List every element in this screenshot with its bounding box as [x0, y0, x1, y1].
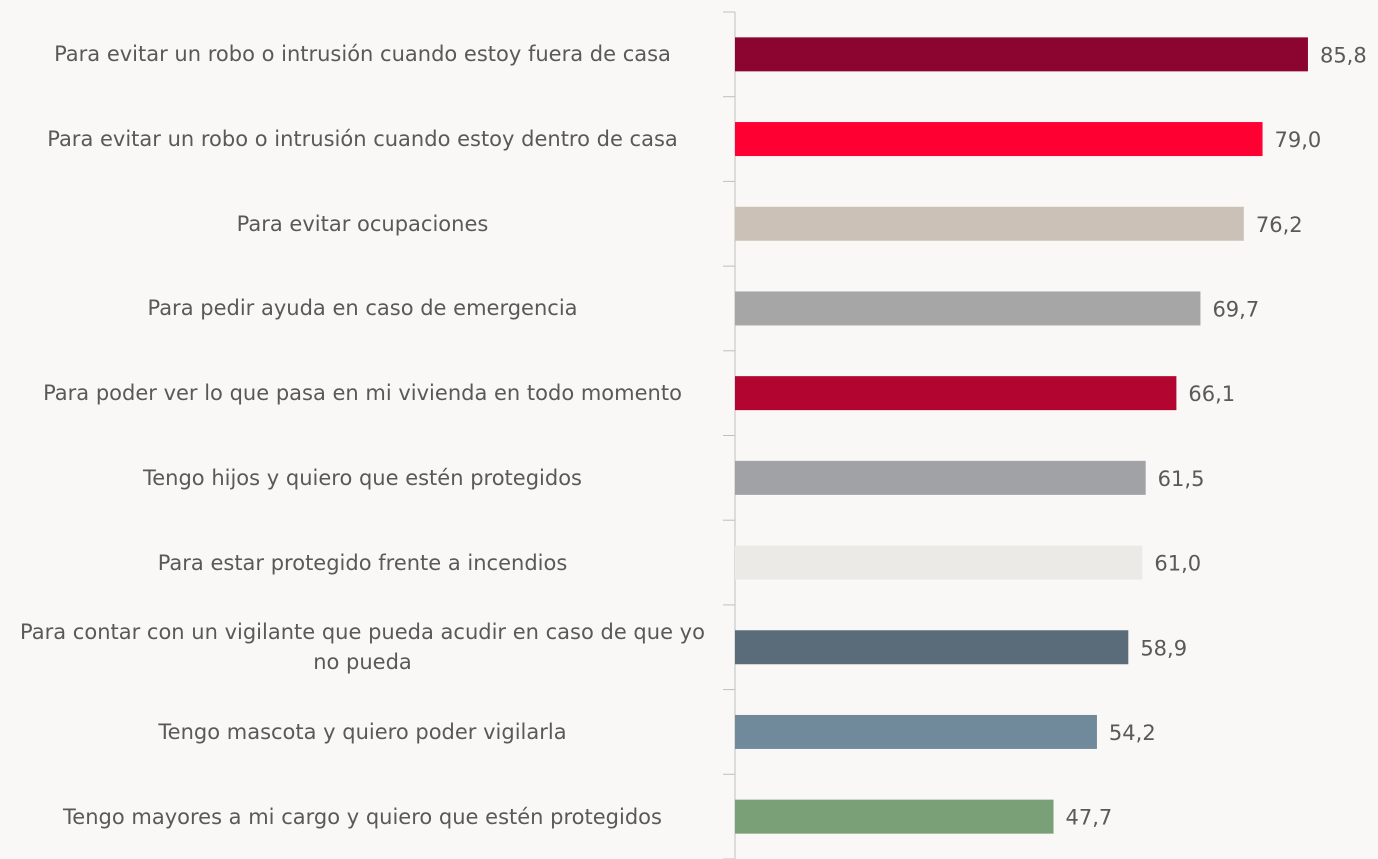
value-label: 76,2: [1256, 213, 1303, 237]
bar: [735, 206, 1244, 241]
category-label: Para evitar ocupaciones: [236, 211, 489, 236]
value-label: 47,7: [1066, 806, 1113, 830]
value-label: 69,7: [1212, 297, 1259, 321]
category-label: Para pedir ayuda en caso de emergencia: [147, 296, 578, 321]
bar: [735, 122, 1263, 157]
value-label: 61,5: [1158, 467, 1205, 491]
bar: [735, 460, 1146, 495]
bar: [735, 799, 1054, 834]
value-label: 54,2: [1109, 721, 1156, 745]
value-label: 61,0: [1154, 552, 1201, 576]
category-label: Para poder ver lo que pasa en mi viviend…: [43, 381, 682, 406]
category-label: Para evitar un robo o intrusión cuando e…: [47, 127, 678, 152]
category-label: Tengo mayores a mi cargo y quiero que es…: [63, 804, 662, 829]
bar: [735, 714, 1097, 749]
bar: [735, 545, 1143, 580]
bar: [735, 291, 1201, 326]
value-label: 58,9: [1140, 636, 1187, 660]
category-label: Para evitar un robo o intrusión cuando e…: [54, 42, 671, 67]
bar: [735, 376, 1177, 411]
category-label: Tengo hijos y quiero que estén protegido…: [142, 465, 582, 490]
bar: [735, 37, 1308, 72]
value-label: 85,8: [1320, 43, 1367, 67]
value-label: 79,0: [1275, 128, 1322, 152]
category-label: Tengo mascota y quiero poder vigilarla: [158, 719, 567, 744]
value-label: 66,1: [1188, 382, 1235, 406]
category-label: Para estar protegido frente a incendios: [157, 550, 568, 575]
bar: [735, 630, 1129, 665]
category-label: Para contar con un vigilante que pueda a…: [20, 620, 705, 675]
